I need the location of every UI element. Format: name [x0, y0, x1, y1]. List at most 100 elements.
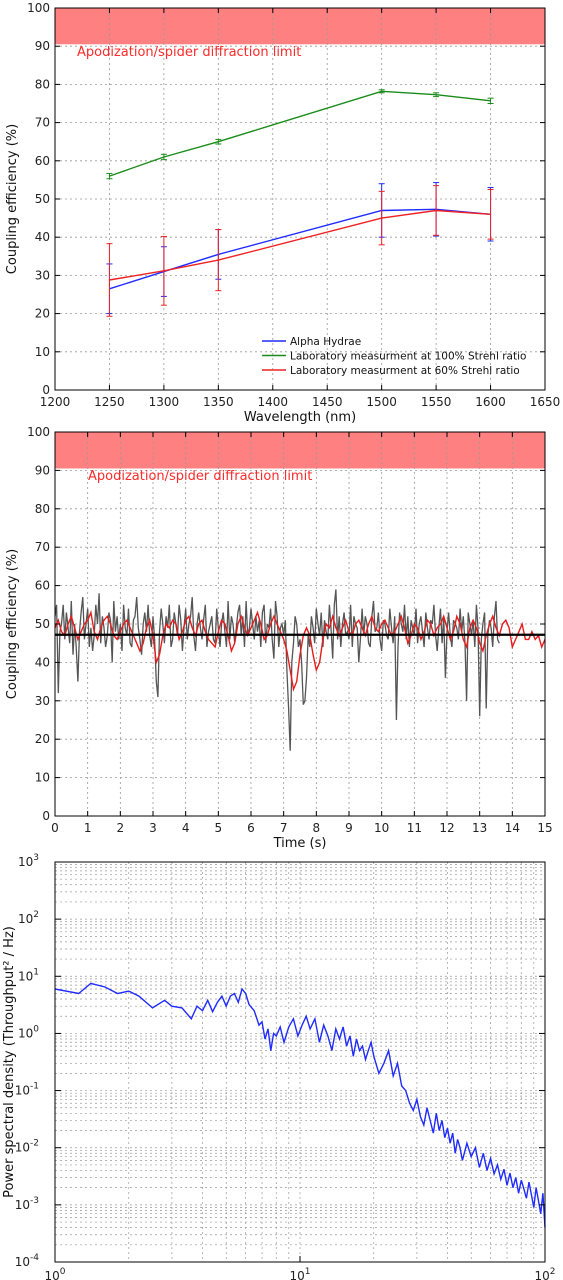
x-tick-label: 11 [407, 821, 422, 835]
tick-exponent: 2 [33, 910, 39, 920]
x-tick-label: 100 [44, 1267, 65, 1280]
x-tick-label: 1600 [475, 395, 506, 409]
x-tick-label: 1400 [258, 395, 289, 409]
tick-exponent: -4 [30, 1253, 39, 1263]
series-line-2 [109, 209, 491, 281]
y-tick-label: 60 [35, 154, 50, 168]
y-tick-label: 100 [27, 425, 50, 439]
x-tick-label: 9 [345, 821, 353, 835]
tick-base: 10 [18, 912, 33, 926]
y-tick-label: 0 [42, 809, 50, 823]
x-tick-label: 1 [84, 821, 92, 835]
y-tick-label: 90 [35, 39, 50, 53]
tick-base: 10 [18, 1026, 33, 1040]
x-axis-label: Wavelength (nm) [244, 410, 356, 425]
x-tick-label: 14 [505, 821, 520, 835]
y-tick-label: 102 [18, 910, 39, 926]
y-tick-label: 70 [35, 116, 50, 130]
tick-base: 10 [15, 1141, 30, 1155]
y-tick-label: 90 [35, 463, 50, 477]
y-tick-label: 103 [18, 853, 39, 869]
tick-base: 10 [289, 1269, 304, 1280]
diffraction-limit-band [55, 432, 545, 469]
y-tick-label: 40 [35, 230, 50, 244]
y-tick-label: 10-1 [15, 1082, 39, 1098]
x-tick-label: 1300 [149, 395, 180, 409]
tick-exponent: 0 [33, 1024, 39, 1034]
x-tick-label: 3 [149, 821, 157, 835]
tick-base: 10 [15, 1084, 30, 1098]
series-line-1 [54, 610, 546, 692]
y-axis-label: Coupling efficiency (%) [5, 124, 20, 274]
tick-exponent: 1 [33, 967, 39, 977]
x-tick-label: 1250 [94, 395, 125, 409]
y-tick-label: 101 [18, 967, 39, 983]
legend-label: Laboratory measurment at 100% Strehl rat… [290, 351, 526, 363]
y-tick-label: 40 [35, 655, 50, 669]
y-axis-label: Coupling efficiency (%) [5, 549, 20, 699]
tick-exponent: -1 [30, 1082, 39, 1092]
x-tick-label: 12 [439, 821, 454, 835]
x-axis-label: Time (s) [273, 836, 327, 851]
y-tick-label: 60 [35, 579, 50, 593]
x-tick-label: 8 [313, 821, 321, 835]
x-tick-label: 7 [280, 821, 288, 835]
x-tick-label: 4 [182, 821, 190, 835]
tick-exponent: 2 [550, 1267, 556, 1277]
y-tick-label: 50 [35, 617, 50, 631]
tick-base: 10 [15, 1198, 30, 1212]
series-line-0 [54, 589, 500, 751]
tick-exponent: -2 [30, 1139, 39, 1149]
x-tick-label: 102 [534, 1267, 555, 1280]
y-tick-label: 20 [35, 307, 50, 321]
x-tick-label: 15 [537, 821, 552, 835]
tick-exponent: -3 [30, 1196, 39, 1206]
x-tick-label: 1500 [366, 395, 397, 409]
x-tick-label: 10 [374, 821, 389, 835]
y-tick-label: 100 [27, 1, 50, 15]
chart-panel-1: Apodization/spider diffraction limit 1200… [5, 1, 560, 425]
x-tick-label: 1550 [421, 395, 452, 409]
series-line-0 [109, 208, 491, 290]
x-tick-label: 2 [117, 821, 125, 835]
y-tick-label: 100 [18, 1024, 39, 1040]
legend-label: Alpha Hydrae [290, 336, 361, 348]
chart-panel-3: 10010110210-410-310-210-1100101102103Fre… [2, 853, 556, 1280]
y-tick-label: 10-4 [15, 1253, 40, 1269]
y-tick-label: 30 [35, 694, 50, 708]
x-tick-label: 1350 [203, 395, 234, 409]
x-tick-label: 5 [215, 821, 223, 835]
annotation-label: Apodization/spider diffraction limit [77, 45, 301, 60]
y-tick-label: 50 [35, 192, 50, 206]
x-tick-label: 0 [51, 821, 59, 835]
y-tick-label: 80 [35, 502, 50, 516]
tick-base: 10 [44, 1269, 59, 1280]
x-tick-label: 101 [289, 1267, 310, 1280]
tick-base: 10 [18, 969, 33, 983]
y-axis-label: Power spectral density (Throughput² / Hz… [2, 926, 17, 1198]
x-tick-label: 1450 [312, 395, 343, 409]
y-tick-label: 20 [35, 732, 50, 746]
tick-base: 10 [15, 1255, 30, 1269]
diffraction-limit-band [55, 8, 545, 45]
y-tick-label: 10 [35, 345, 50, 359]
y-tick-label: 80 [35, 77, 50, 91]
tick-exponent: 1 [305, 1267, 311, 1277]
annotation-label: Apodization/spider diffraction limit [88, 469, 312, 484]
x-tick-label: 13 [472, 821, 487, 835]
y-tick-label: 0 [42, 383, 50, 397]
x-tick-label: 1200 [40, 395, 71, 409]
legend-label: Laboratory measurment at 60% Strehl rati… [290, 365, 520, 377]
y-tick-label: 70 [35, 540, 50, 554]
y-tick-label: 10-3 [15, 1196, 39, 1212]
tick-exponent: 3 [33, 853, 39, 863]
tick-base: 10 [534, 1269, 549, 1280]
y-tick-label: 10-2 [15, 1139, 39, 1155]
x-tick-label: 6 [247, 821, 255, 835]
tick-base: 10 [18, 855, 33, 869]
x-tick-label: 1650 [530, 395, 561, 409]
y-tick-label: 30 [35, 268, 50, 282]
series-line-1 [109, 90, 491, 177]
